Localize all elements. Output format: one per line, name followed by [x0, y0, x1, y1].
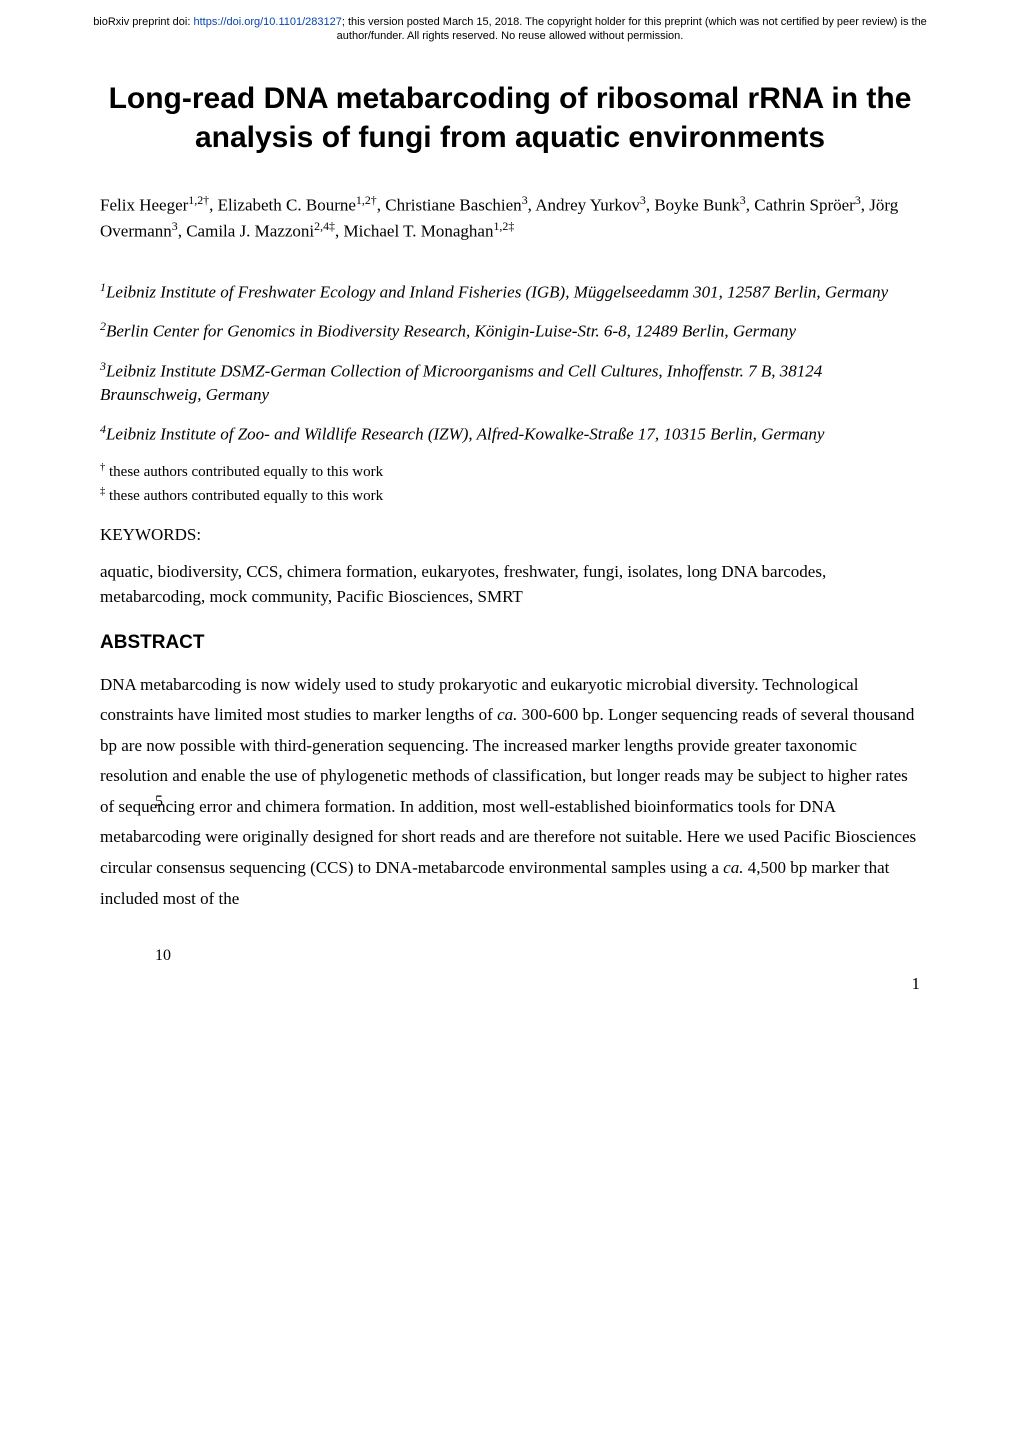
- contribution-note-1: † these authors contributed equally to t…: [100, 461, 920, 483]
- line-number-5: 5: [155, 793, 163, 811]
- page-number: 1: [0, 954, 1020, 994]
- line-number-10: 10: [155, 947, 171, 965]
- contribution-note-2: ‡ these authors contributed equally to t…: [100, 485, 920, 507]
- abstract-body: DNA metabarcoding is now widely used to …: [100, 670, 920, 915]
- preprint-prefix: bioRxiv preprint doi:: [93, 16, 193, 28]
- keywords-text: aquatic, biodiversity, CCS, chimera form…: [100, 559, 920, 610]
- main-content: Long-read DNA metabarcoding of ribosomal…: [0, 49, 1020, 955]
- authors-list: Felix Heeger1,2†, Elizabeth C. Bourne1,2…: [100, 192, 920, 244]
- preprint-header: bioRxiv preprint doi: https://doi.org/10…: [0, 0, 1020, 49]
- preprint-suffix: ; this version posted March 15, 2018. Th…: [337, 16, 927, 42]
- abstract-wrapper: 5 10 DNA metabarcoding is now widely use…: [100, 670, 920, 915]
- doi-link[interactable]: https://doi.org/10.1101/283127: [193, 16, 341, 28]
- affiliation-3: 3Leibniz Institute DSMZ-German Collectio…: [100, 358, 920, 407]
- affiliation-4: 4Leibniz Institute of Zoo- and Wildlife …: [100, 421, 920, 446]
- keywords-label: KEYWORDS:: [100, 525, 920, 545]
- abstract-label: ABSTRACT: [100, 632, 920, 654]
- affiliation-2: 2Berlin Center for Genomics in Biodivers…: [100, 318, 920, 343]
- affiliation-1: 1Leibniz Institute of Freshwater Ecology…: [100, 279, 920, 304]
- paper-title: Long-read DNA metabarcoding of ribosomal…: [100, 79, 920, 157]
